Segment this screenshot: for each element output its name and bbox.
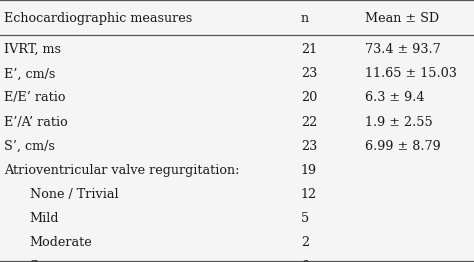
Text: 11.65 ± 15.03: 11.65 ± 15.03	[365, 67, 457, 80]
Text: 6.3 ± 9.4: 6.3 ± 9.4	[365, 91, 425, 105]
Text: 21: 21	[301, 43, 317, 56]
Text: Mean ± SD: Mean ± SD	[365, 12, 439, 25]
Text: S’, cm/s: S’, cm/s	[4, 140, 55, 153]
Text: E’/A’ ratio: E’/A’ ratio	[4, 116, 67, 129]
Text: 6.99 ± 8.79: 6.99 ± 8.79	[365, 140, 441, 153]
Text: 12: 12	[301, 188, 317, 201]
Text: 23: 23	[301, 140, 317, 153]
Text: IVRT, ms: IVRT, ms	[4, 43, 61, 56]
Text: Severe: Severe	[30, 260, 74, 262]
Text: 20: 20	[301, 91, 317, 105]
Text: E/E’ ratio: E/E’ ratio	[4, 91, 65, 105]
Text: 22: 22	[301, 116, 317, 129]
Text: Moderate: Moderate	[30, 236, 92, 249]
Text: E’, cm/s: E’, cm/s	[4, 67, 55, 80]
Text: Atrioventricular valve regurgitation:: Atrioventricular valve regurgitation:	[4, 164, 239, 177]
Text: 1.9 ± 2.55: 1.9 ± 2.55	[365, 116, 433, 129]
Text: 2: 2	[301, 236, 309, 249]
Text: None / Trivial: None / Trivial	[30, 188, 118, 201]
Text: n: n	[301, 12, 309, 25]
Text: 23: 23	[301, 67, 317, 80]
Text: 0: 0	[301, 260, 309, 262]
Text: Mild: Mild	[30, 212, 59, 225]
Text: 5: 5	[301, 212, 309, 225]
Text: 73.4 ± 93.7: 73.4 ± 93.7	[365, 43, 441, 56]
Text: 19: 19	[301, 164, 317, 177]
Text: Echocardiographic measures: Echocardiographic measures	[4, 12, 192, 25]
